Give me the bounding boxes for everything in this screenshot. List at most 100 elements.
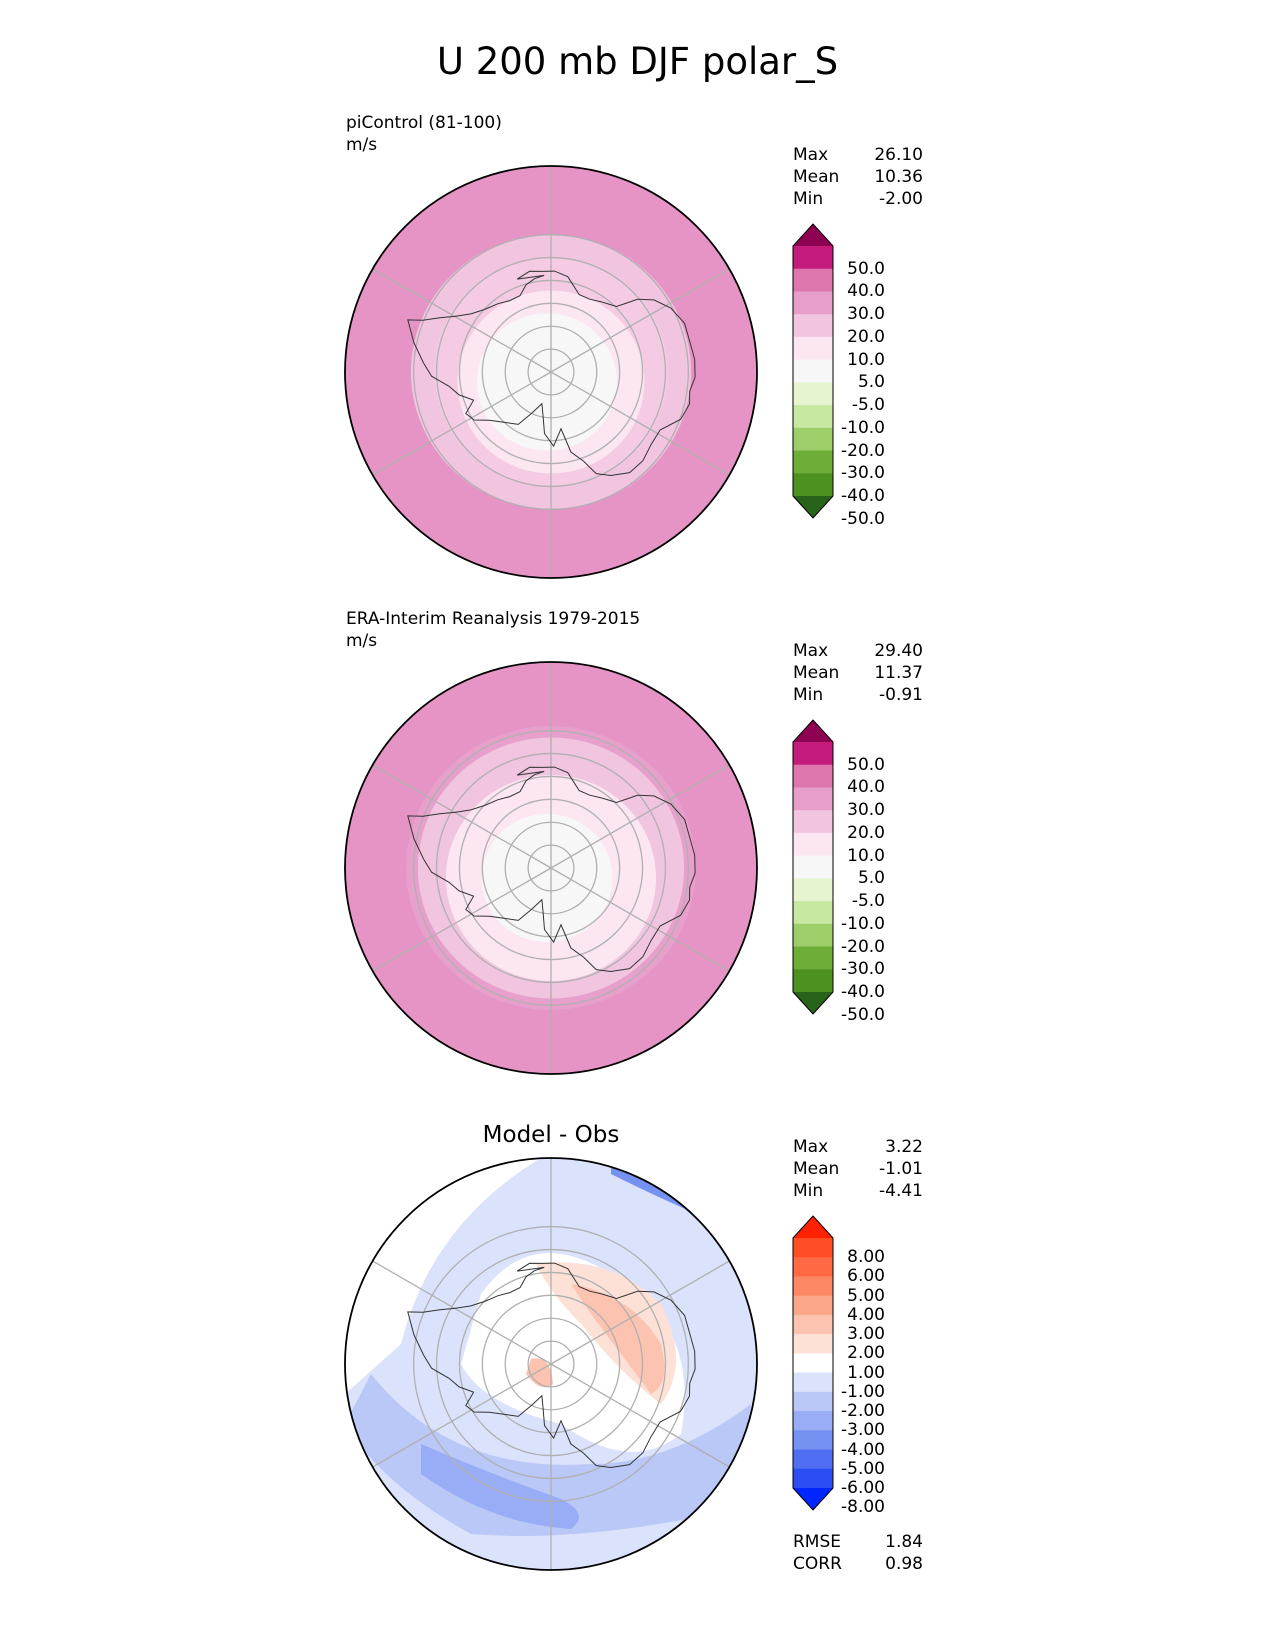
stat-min-label: Min bbox=[793, 685, 824, 705]
colorbar-tick-label: 5.0 bbox=[857, 868, 885, 889]
colorbar-segment bbox=[793, 291, 833, 315]
meridian-line bbox=[372, 1363, 552, 1468]
colorbar-segment bbox=[793, 314, 833, 338]
stat-min-label: Min bbox=[793, 189, 824, 209]
colorbar-model bbox=[792, 223, 834, 519]
meridian-line bbox=[550, 1260, 730, 1365]
map-panel-diff bbox=[344, 1157, 758, 1571]
colorbar-tick-label: -3.00 bbox=[841, 1420, 885, 1441]
colorbar-segment bbox=[793, 1238, 833, 1258]
colorbar-segment bbox=[793, 268, 833, 292]
contour-band bbox=[526, 1358, 553, 1388]
field-layer bbox=[345, 1158, 757, 1570]
panel-diff-title: Model - Obs bbox=[482, 1122, 620, 1148]
colorbar-tick-label: 50.0 bbox=[847, 754, 885, 775]
colorbar-segment bbox=[793, 1391, 833, 1412]
panel-obs-label: ERA-Interim Reanalysis 1979-2015 m/s bbox=[346, 608, 640, 652]
contour-band bbox=[345, 1374, 757, 1536]
panel-diff-metrics: RMSE 1.84 CORR 0.98 bbox=[793, 1531, 923, 1575]
colorbar-tick-label: -30.0 bbox=[841, 959, 885, 980]
colorbar-segment bbox=[793, 1411, 833, 1431]
stat-min-value: -2.00 bbox=[879, 189, 923, 209]
stat-max-value: 3.22 bbox=[885, 1137, 923, 1157]
colorbar-segment bbox=[793, 810, 833, 834]
colorbar-tick-label: 20.0 bbox=[847, 326, 885, 347]
colorbar-segment bbox=[793, 969, 833, 993]
colorbar-tick-label: 30.0 bbox=[847, 800, 885, 821]
meridian-line bbox=[550, 268, 730, 373]
colorbar-tick-label: -5.0 bbox=[851, 891, 885, 912]
colorbar-min-extension bbox=[793, 1488, 833, 1510]
colorbar-segment bbox=[793, 427, 833, 452]
colorbar-segment bbox=[793, 336, 833, 361]
contour-band bbox=[421, 1444, 579, 1529]
colorbar-tick-label: 10.0 bbox=[847, 349, 885, 370]
colorbar-tick-label: -40.0 bbox=[841, 982, 885, 1002]
meridian-line bbox=[550, 764, 730, 869]
colorbar-segment bbox=[793, 878, 833, 902]
colorbar-tick-label: -1.00 bbox=[841, 1381, 885, 1402]
colorbar-tick-label: -10.0 bbox=[841, 913, 885, 934]
colorbar-tick-label: 3.00 bbox=[847, 1324, 885, 1345]
colorbar-segment bbox=[793, 1314, 833, 1335]
colorbar-min-extension bbox=[793, 992, 833, 1014]
colorbar-tick-label: -4.00 bbox=[841, 1439, 885, 1460]
stat-mean-value: -1.01 bbox=[879, 1159, 923, 1179]
stat-min-value: -4.41 bbox=[879, 1181, 923, 1201]
colorbar-tick-label: 10.0 bbox=[847, 845, 885, 866]
meridian-line bbox=[372, 268, 552, 373]
colorbar-segment bbox=[793, 787, 833, 811]
colorbar-tick-label: -5.00 bbox=[841, 1458, 885, 1479]
contour-band bbox=[481, 813, 613, 943]
colorbar-segment bbox=[793, 1430, 833, 1451]
colorbar-segment bbox=[793, 246, 833, 270]
colorbar-segment bbox=[793, 473, 833, 497]
colorbar-tick-label: 8.00 bbox=[847, 1247, 885, 1268]
colorbar-segment bbox=[793, 946, 833, 970]
stat-mean-value: 11.37 bbox=[874, 663, 923, 683]
colorbar-tick-label: -10.0 bbox=[841, 417, 885, 438]
meridian-line bbox=[372, 371, 552, 476]
colorbar-max-extension bbox=[793, 720, 833, 742]
antarctica-coastline bbox=[407, 766, 696, 973]
colorbar-tick-label: -20.0 bbox=[841, 936, 885, 957]
colorbar-segment bbox=[793, 901, 833, 925]
panel-model-units: m/s bbox=[346, 135, 378, 155]
colorbar-tick-label: 6.00 bbox=[847, 1266, 885, 1287]
stat-max-label: Max bbox=[793, 1137, 829, 1157]
colorbar-tick-label: -20.0 bbox=[841, 440, 885, 461]
colorbar-segment bbox=[793, 855, 833, 879]
colorbar-tick-label: 20.0 bbox=[847, 822, 885, 843]
metric-rmse-label: RMSE bbox=[793, 1532, 842, 1552]
colorbar-max-extension bbox=[793, 1216, 833, 1238]
antarctica-coastline bbox=[407, 1262, 696, 1469]
metric-rmse-value: 1.84 bbox=[885, 1532, 923, 1552]
meridian-line bbox=[372, 867, 552, 972]
colorbar-tick-label: -30.0 bbox=[841, 463, 885, 484]
colorbar-segment bbox=[793, 359, 833, 383]
colorbar-tick-label: -40.0 bbox=[841, 486, 885, 506]
colorbar-segment bbox=[793, 742, 833, 766]
colorbar-segment bbox=[793, 1468, 833, 1489]
stat-max-value: 29.40 bbox=[874, 641, 923, 661]
meridian-line bbox=[372, 1260, 552, 1365]
colorbar-tick-label: 50.0 bbox=[847, 258, 885, 279]
colorbar-tick-label: 30.0 bbox=[847, 304, 885, 325]
stat-max-label: Max bbox=[793, 641, 829, 661]
colorbar-segment bbox=[793, 1295, 833, 1316]
metric-corr-value: 0.98 bbox=[885, 1554, 923, 1574]
panel-obs-name: ERA-Interim Reanalysis 1979-2015 bbox=[346, 609, 641, 629]
colorbar-outline bbox=[792, 719, 834, 1015]
colorbar-max-extension bbox=[793, 224, 833, 246]
antarctica-coastline bbox=[407, 270, 696, 477]
colorbar-segment bbox=[793, 832, 833, 857]
stat-min-value: -0.91 bbox=[879, 685, 923, 705]
colorbar-obs bbox=[792, 719, 834, 1015]
colorbar-tick-label: -50.0 bbox=[841, 508, 885, 529]
colorbar-segment bbox=[793, 923, 833, 948]
stat-max-value: 26.10 bbox=[874, 145, 923, 165]
colorbar-segment bbox=[793, 382, 833, 406]
map-boundary bbox=[344, 1157, 758, 1571]
stat-mean-value: 10.36 bbox=[874, 167, 923, 187]
